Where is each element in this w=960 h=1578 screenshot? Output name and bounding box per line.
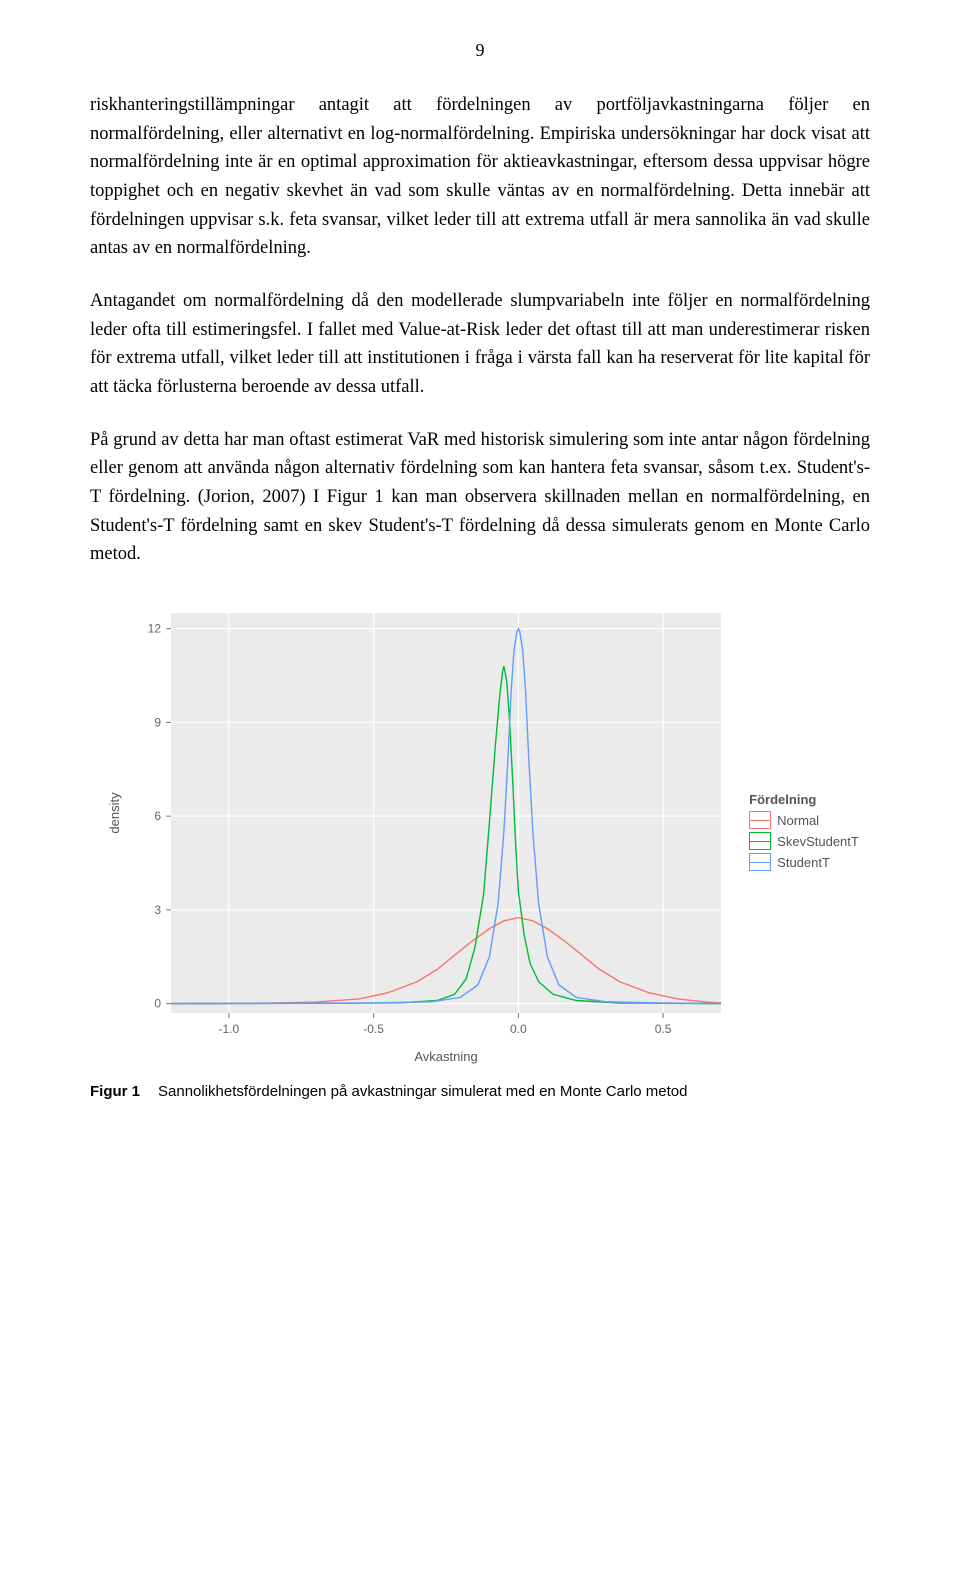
- figure-1: -1.0 -0.5 0.0 0.5 0 3 6 9 12 Avkastning density Fö…: [90, 593, 870, 1073]
- legend-swatch-icon: [749, 811, 771, 829]
- legend-item: Normal: [749, 811, 859, 829]
- svg-text:12: 12: [148, 622, 162, 636]
- page: 9 riskhanteringstillämpningar antagit at…: [0, 0, 960, 1130]
- svg-text:9: 9: [154, 715, 161, 729]
- paragraph-1: riskhanteringstillämpningar antagit att …: [90, 91, 870, 263]
- svg-text:3: 3: [154, 903, 161, 917]
- svg-text:6: 6: [154, 809, 161, 823]
- paragraph-2: Antagandet om normalfördelning då den mo…: [90, 287, 870, 402]
- svg-text:0.5: 0.5: [655, 1022, 672, 1036]
- svg-text:-0.5: -0.5: [363, 1022, 384, 1036]
- svg-text:Avkastning: Avkastning: [414, 1049, 477, 1064]
- legend-item: StudentT: [749, 853, 859, 871]
- figure-label: Figur 1: [90, 1083, 140, 1100]
- figure-caption-text: Sannolikhetsfördelningen på avkastningar…: [158, 1083, 687, 1100]
- legend-title: Fördelning: [749, 792, 859, 807]
- svg-text:-1.0: -1.0: [219, 1022, 240, 1036]
- chart-svg: -1.0 -0.5 0.0 0.5 0 3 6 9 12 Avkastning density: [101, 593, 741, 1073]
- legend-swatch-icon: [749, 853, 771, 871]
- figure-caption: Figur 1 Sannolikhetsfördelningen på avkas…: [90, 1083, 870, 1100]
- density-chart: -1.0 -0.5 0.0 0.5 0 3 6 9 12 Avkastning density: [101, 593, 741, 1073]
- chart-legend: Fördelning Normal SkevStudentT StudentT: [749, 792, 859, 874]
- legend-label: SkevStudentT: [777, 834, 859, 849]
- svg-text:0: 0: [154, 997, 161, 1011]
- legend-label: Normal: [777, 813, 819, 828]
- page-number: 9: [90, 40, 870, 61]
- paragraph-3: På grund av detta har man oftast estimer…: [90, 426, 870, 569]
- svg-text:density: density: [107, 792, 122, 834]
- legend-item: SkevStudentT: [749, 832, 859, 850]
- svg-text:0.0: 0.0: [510, 1022, 527, 1036]
- legend-swatch-icon: [749, 832, 771, 850]
- legend-label: StudentT: [777, 855, 830, 870]
